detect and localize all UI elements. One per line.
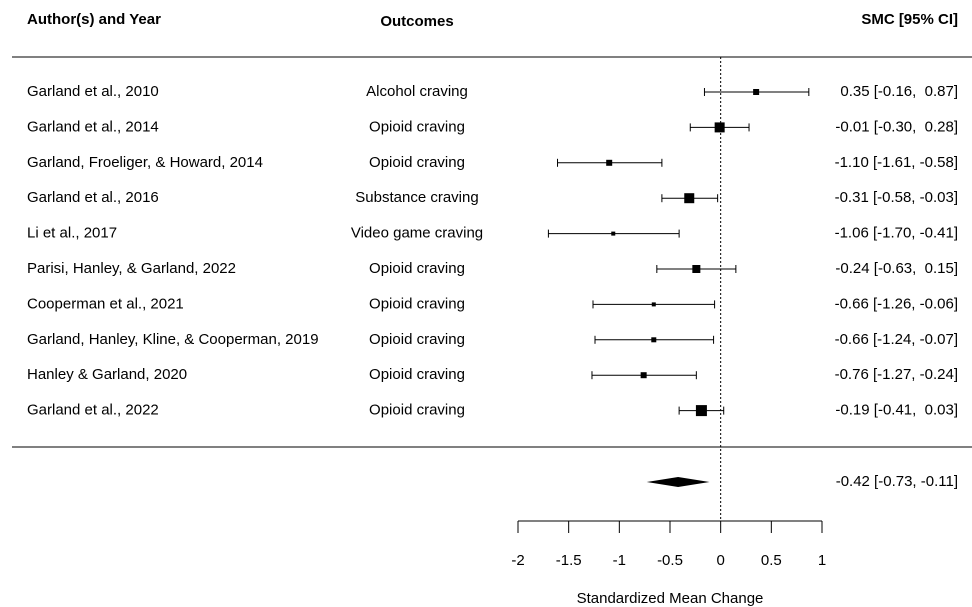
x-axis-label: Standardized Mean Change (577, 590, 764, 607)
study-label: Garland, Froeliger, & Howard, 2014 (27, 154, 263, 171)
study-label: Garland et al., 2016 (27, 189, 159, 206)
study-label: Garland et al., 2022 (27, 402, 159, 419)
point-estimate (651, 302, 656, 307)
x-tick-label: -1.5 (556, 552, 582, 569)
value-label: -0.01 [-0.30, 0.28] (835, 118, 958, 135)
study-label: Li et al., 2017 (27, 225, 117, 242)
point-estimate (651, 337, 657, 343)
x-tick-label: 1 (818, 552, 826, 569)
study-label: Parisi, Hanley, & Garland, 2022 (27, 260, 236, 277)
outcome-label: Opioid craving (369, 118, 465, 135)
study-label: Garland, Hanley, Kline, & Cooperman, 201… (27, 331, 319, 348)
study-label: Garland et al., 2014 (27, 118, 159, 135)
summary-label: -0.42 [-0.73, -0.11] (836, 473, 958, 490)
column-header: Outcomes (380, 13, 453, 30)
point-estimate (606, 159, 613, 166)
value-label: -0.19 [-0.41, 0.03] (835, 402, 958, 419)
outcome-label: Opioid craving (369, 154, 465, 171)
outcome-label: Opioid craving (369, 295, 465, 312)
outcome-label: Alcohol craving (366, 83, 468, 100)
summary-diamond (646, 477, 710, 487)
value-label: -1.06 [-1.70, -0.41] (835, 225, 958, 242)
outcome-label: Opioid craving (369, 260, 465, 277)
point-estimate (695, 405, 707, 417)
point-estimate (753, 89, 760, 95)
value-label: -0.31 [-0.58, -0.03] (835, 189, 958, 206)
value-label: -0.66 [-1.26, -0.06] (835, 295, 958, 312)
point-estimate (640, 372, 647, 379)
outcome-label: Substance craving (355, 189, 478, 206)
study-label: Hanley & Garland, 2020 (27, 366, 187, 383)
value-label: 0.35 [-0.16, 0.87] (840, 83, 958, 100)
study-label: Garland et al., 2010 (27, 83, 159, 100)
column-header: Author(s) and Year (27, 11, 161, 28)
x-tick-label: -1 (613, 552, 626, 569)
study-label: Cooperman et al., 2021 (27, 295, 184, 312)
point-estimate (692, 265, 701, 273)
x-tick-label: -0.5 (657, 552, 683, 569)
x-tick-label: 0 (716, 552, 724, 569)
x-tick-label: 0.5 (761, 552, 782, 569)
point-estimate (684, 193, 695, 204)
value-label: -0.24 [-0.63, 0.15] (835, 260, 958, 277)
point-estimate (611, 231, 616, 236)
outcome-label: Opioid craving (369, 331, 465, 348)
point-estimate (714, 122, 725, 133)
outcome-label: Opioid craving (369, 366, 465, 383)
outcome-label: Opioid craving (369, 402, 465, 419)
value-label: -1.10 [-1.61, -0.58] (835, 154, 958, 171)
column-header: SMC [95% CI] (861, 11, 958, 28)
value-label: -0.76 [-1.27, -0.24] (835, 366, 958, 383)
value-label: -0.66 [-1.24, -0.07] (835, 331, 958, 348)
outcome-label: Video game craving (351, 225, 483, 242)
x-tick-label: -2 (511, 552, 524, 569)
